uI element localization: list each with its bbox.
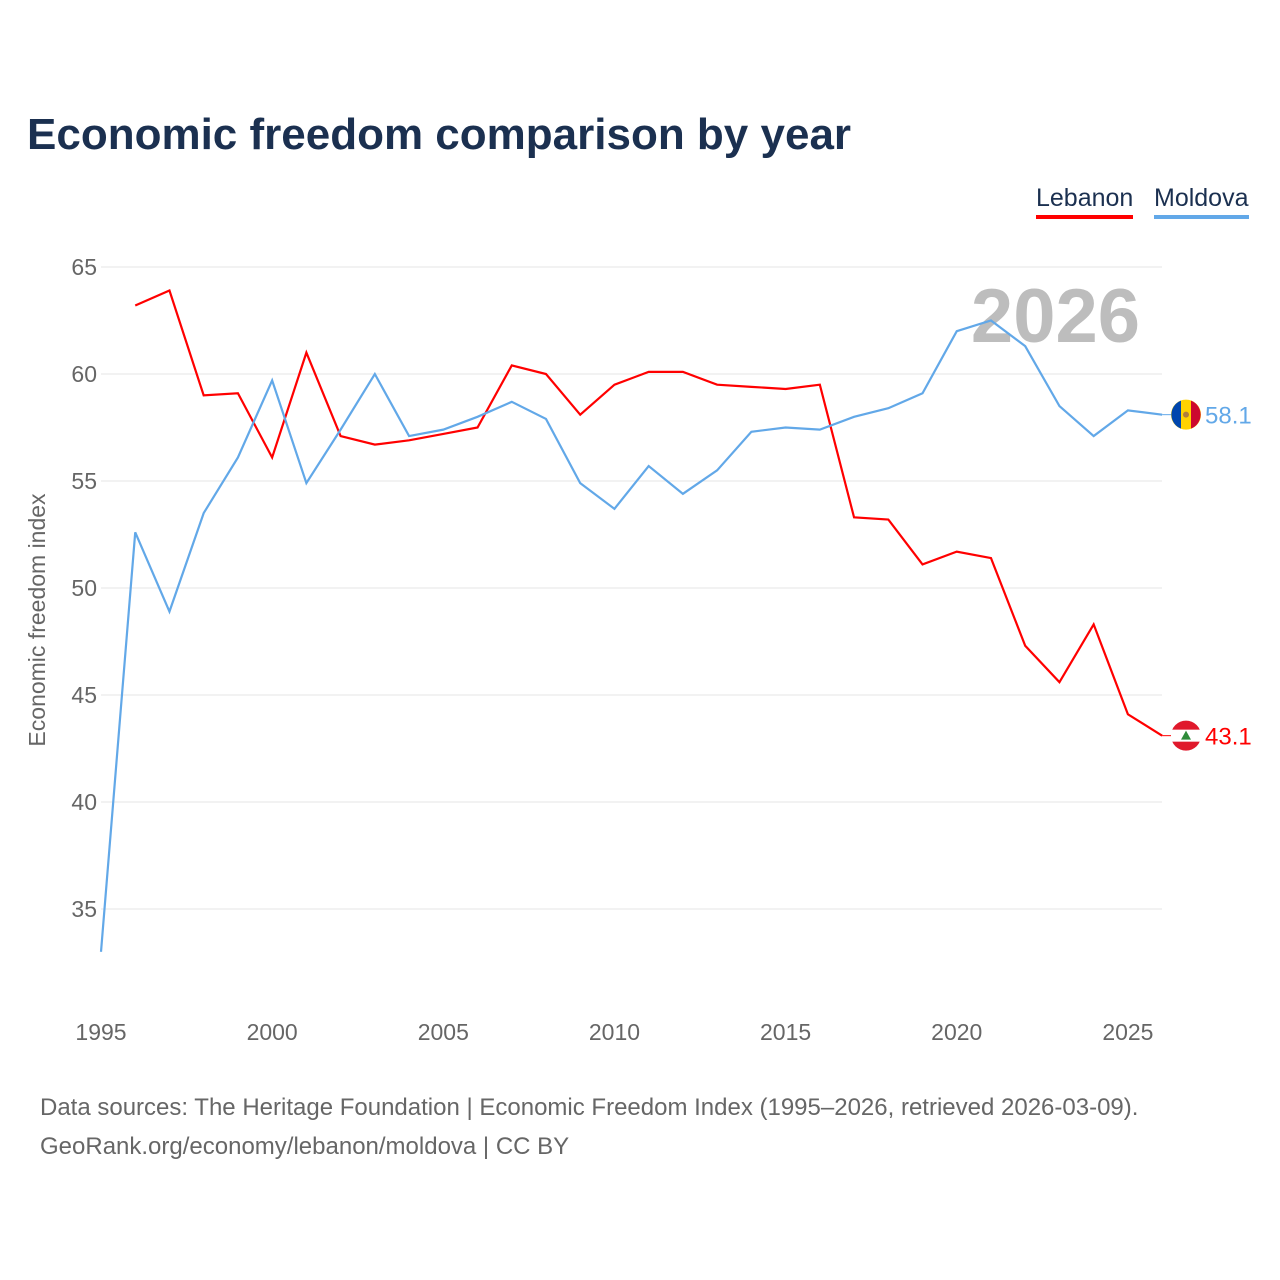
legend-lebanon[interactable]: Lebanon (1036, 184, 1134, 219)
coat-of-arms (1183, 411, 1189, 418)
source-line-2[interactable]: GeoRank.org/economy/lebanon/moldova | CC… (40, 1133, 570, 1160)
y-tick-label: 45 (71, 682, 97, 708)
year-watermark: 2026 (971, 274, 1140, 359)
flag-stripe (1191, 400, 1201, 429)
source-note: Data sources: The Heritage Foundation | … (40, 1088, 1138, 1166)
x-tick-label: 2020 (931, 1019, 982, 1045)
flag-stripe (1171, 400, 1181, 429)
cedar-icon (1181, 730, 1191, 740)
y-tick-label: 40 (71, 789, 97, 815)
y-tick-label: 60 (71, 361, 97, 387)
y-tick-label: 55 (71, 468, 97, 494)
end-value-label: 43.1 (1205, 724, 1252, 751)
series-line-moldova (99, 319, 1163, 952)
y-tick-label: 65 (71, 254, 97, 280)
y-tick-label: 50 (71, 575, 97, 601)
x-tick-label: 1995 (75, 1019, 126, 1045)
y-axis-label: Economic freedom index (24, 493, 50, 747)
end-value-label: 58.1 (1205, 403, 1252, 430)
y-tick-label: 35 (71, 896, 97, 922)
x-tick-label: 2015 (760, 1019, 811, 1045)
series-line-lebanon (134, 289, 1163, 737)
x-tick-label: 2010 (589, 1019, 640, 1045)
chart-title: Economic freedom comparison by year (27, 110, 852, 159)
legend-moldova[interactable]: Moldova (1154, 184, 1249, 219)
x-tick-label: 2005 (418, 1019, 469, 1045)
x-tick-label: 2025 (1102, 1019, 1153, 1045)
source-line-1: Data sources: The Heritage Foundation | … (40, 1094, 1139, 1121)
x-tick-label: 2000 (247, 1019, 298, 1045)
